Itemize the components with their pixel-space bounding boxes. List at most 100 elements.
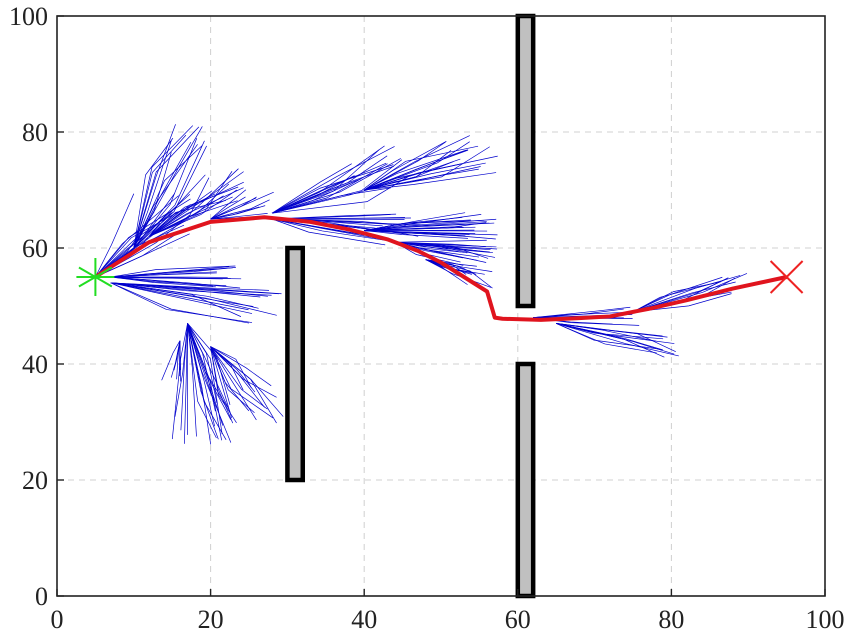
tree-branch	[556, 323, 657, 354]
tree-branch	[210, 197, 257, 220]
tree-branch	[210, 346, 255, 414]
tree-branch	[210, 346, 244, 391]
tree-branch	[95, 195, 179, 278]
tree-branch	[149, 200, 238, 237]
tree-branch	[187, 323, 218, 404]
y-tick-label: 80	[22, 118, 48, 147]
tree-branch	[210, 346, 284, 417]
tree-branch	[133, 145, 207, 249]
tree-branch	[556, 323, 668, 338]
tree-branch	[95, 211, 179, 278]
obstacles	[285, 13, 536, 599]
tree-branch	[556, 323, 657, 342]
tree-branch	[133, 124, 176, 249]
start-marker	[76, 258, 115, 296]
x-tick-label: 40	[351, 605, 377, 634]
tree-branch	[364, 141, 470, 191]
tree-branch	[364, 222, 495, 231]
tree-branch	[110, 282, 261, 298]
y-tick-label: 60	[22, 234, 48, 263]
tree-branch	[364, 135, 470, 191]
x-tick-label: 60	[505, 605, 531, 634]
tree-branch	[364, 145, 479, 191]
y-tick-label: 100	[9, 2, 48, 31]
tree-branch	[187, 323, 216, 412]
obstacle	[285, 245, 306, 483]
tree-branch	[271, 146, 395, 214]
tree-branch	[271, 164, 394, 214]
tree-branch	[210, 196, 257, 220]
obstacle	[515, 13, 536, 309]
tree-branch	[148, 171, 244, 237]
tree-branch	[210, 346, 272, 387]
tree-branch	[133, 137, 198, 249]
tree-branch	[210, 346, 252, 389]
tree-branch	[133, 145, 203, 249]
obstacle	[515, 361, 536, 599]
tree-branch	[271, 145, 385, 214]
tree-branch	[364, 172, 497, 191]
tree-branch	[632, 276, 723, 313]
tree-branch	[364, 149, 469, 191]
tree-branch	[632, 278, 728, 313]
tree-branch	[394, 241, 462, 250]
grid	[57, 16, 825, 596]
markers	[76, 258, 804, 296]
tree-branch	[210, 346, 232, 418]
tree-branch	[271, 159, 403, 214]
x-tick-label: 20	[198, 605, 224, 634]
path-line	[94, 215, 788, 322]
tick-labels: 0 20 40 60 80 100 0 20 40 60 80 100	[9, 2, 845, 634]
tree-branch	[271, 158, 401, 214]
tree-branch	[364, 161, 454, 191]
tree-branch	[187, 323, 219, 440]
tree-branch	[110, 282, 280, 295]
tree-branch	[187, 323, 222, 441]
tree-branch	[210, 189, 247, 220]
tree-branch	[110, 282, 249, 311]
tree-branch	[210, 346, 277, 424]
tree-branch	[170, 340, 181, 378]
tree-branch	[364, 212, 466, 231]
tree-branch	[271, 163, 388, 214]
tree-branch	[425, 259, 468, 285]
planned-path	[94, 215, 788, 322]
tree-branch	[95, 233, 190, 278]
tree-branch	[364, 218, 497, 231]
tree-branch	[110, 282, 250, 324]
x-tick-label: 0	[51, 605, 64, 634]
tree-branch	[632, 275, 741, 313]
goal-marker	[769, 260, 804, 294]
y-tick-label: 20	[22, 466, 48, 495]
tree-branch	[110, 265, 236, 278]
tree-branch	[110, 266, 230, 278]
tree-branch	[133, 126, 200, 249]
tree-branch	[210, 199, 270, 220]
tree-branch	[271, 218, 386, 241]
tree-branch	[364, 222, 487, 231]
tree-branch	[110, 282, 277, 316]
y-tick-label: 0	[35, 582, 48, 611]
tree-branch	[133, 125, 194, 249]
tree-branch	[271, 163, 352, 214]
tree-branch	[187, 323, 217, 439]
exploration-tree	[95, 124, 748, 445]
tree-branch	[272, 214, 391, 220]
tree-branch	[632, 281, 721, 313]
tree-branch	[556, 323, 679, 357]
tree-branch	[210, 196, 246, 220]
tree-branch	[180, 323, 188, 431]
tree-branch	[364, 146, 490, 191]
axes-frame	[56, 15, 826, 597]
tree-branch	[95, 193, 135, 278]
tree-branch	[161, 340, 181, 381]
tree-branch	[110, 282, 270, 291]
tree-branch	[133, 140, 205, 249]
tree-branch	[533, 306, 631, 318]
tree-branch	[148, 168, 239, 237]
tree-branch	[364, 230, 464, 237]
tree-branch	[271, 218, 386, 246]
tree-branch	[148, 186, 239, 237]
y-tick-label: 40	[22, 350, 48, 379]
tree-branch	[110, 282, 259, 309]
